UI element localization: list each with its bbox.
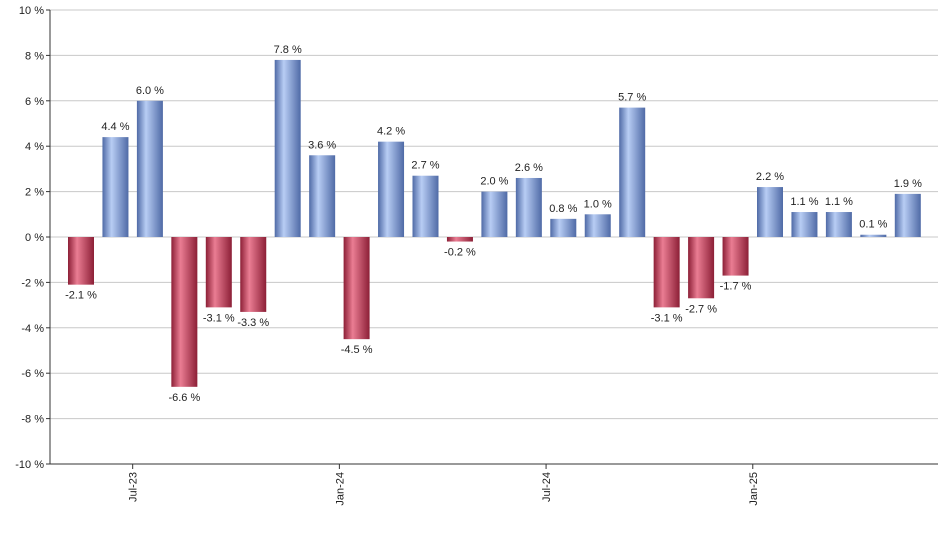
bar-data-label: -3.1 % [203, 312, 235, 324]
y-tick-label: 10 % [19, 5, 44, 17]
bar-data-label: 1.0 % [584, 198, 612, 210]
bar-data-label: -3.1 % [651, 312, 683, 324]
bar [446, 237, 473, 242]
bar [68, 237, 94, 285]
bar-data-label: -0.2 % [444, 247, 476, 259]
bar [894, 193, 921, 237]
bar [791, 212, 818, 237]
bar [688, 237, 715, 299]
y-tick-label: 0 % [25, 232, 44, 244]
bars [68, 59, 921, 387]
bar [136, 100, 163, 237]
bar-data-label: -6.6 % [168, 392, 200, 404]
bar-data-label: 2.0 % [480, 176, 508, 188]
bar-data-label: 1.1 % [790, 196, 818, 208]
axes [46, 9, 938, 469]
bar [274, 59, 301, 237]
y-tick-label: 2 % [25, 187, 44, 199]
bar [757, 187, 783, 237]
bar [205, 237, 232, 308]
bar [653, 237, 680, 308]
y-tick-label: -10 % [15, 459, 44, 471]
bar [102, 137, 129, 237]
bar-data-label: -3.3 % [237, 317, 269, 329]
bar-data-label: 3.6 % [308, 139, 336, 151]
y-tick-label: 8 % [25, 50, 44, 62]
bar [722, 237, 749, 276]
bar-data-label: 4.2 % [377, 126, 405, 138]
y-tick-label: 4 % [25, 141, 44, 153]
bar [343, 237, 370, 340]
bar-data-label: 7.8 % [274, 44, 302, 56]
bar [515, 177, 542, 237]
bar-data-label: -2.7 % [685, 303, 717, 315]
bar-data-label: -4.5 % [341, 344, 373, 356]
bar [378, 141, 405, 237]
y-tick-label: -2 % [21, 277, 44, 289]
bar [825, 212, 852, 237]
bar [171, 237, 198, 387]
bar-data-label: -1.7 % [720, 281, 752, 293]
x-tick-label: Jul-23 [128, 472, 140, 502]
bar [240, 237, 267, 312]
bar [619, 107, 646, 237]
y-tick-label: -6 % [21, 368, 44, 380]
bar [584, 214, 611, 237]
bar-data-label: 2.6 % [515, 162, 543, 174]
x-tick-label: Jan-25 [748, 472, 760, 506]
y-tick-label: -8 % [21, 414, 44, 426]
bar [309, 155, 336, 237]
bar-data-label: 2.2 % [756, 171, 784, 183]
bar-data-label: 1.1 % [825, 196, 853, 208]
bar [550, 218, 577, 237]
bar-data-label: 0.8 % [549, 203, 577, 215]
labels: 10 % 8 % 6 % 4 % 2 % 0 % -2 % -4 % -6 % -8 % -10 %… [15, 5, 922, 506]
bar [481, 191, 508, 237]
bar-data-label: 6.0 % [136, 85, 164, 97]
bar-data-label: 5.7 % [618, 92, 646, 104]
bar-data-label: 0.1 % [859, 219, 887, 231]
bar [412, 175, 439, 237]
bar-data-label: 4.4 % [101, 121, 129, 133]
y-tick-label: 6 % [25, 96, 44, 108]
bar-data-label: 2.7 % [411, 160, 439, 172]
y-tick-label: -4 % [21, 323, 44, 335]
bar-data-label: 1.9 % [894, 178, 922, 190]
bar-data-label: -2.1 % [65, 290, 97, 302]
bar [860, 234, 887, 237]
x-tick-label: Jul-24 [541, 472, 553, 502]
x-tick-label: Jan-24 [334, 472, 346, 506]
